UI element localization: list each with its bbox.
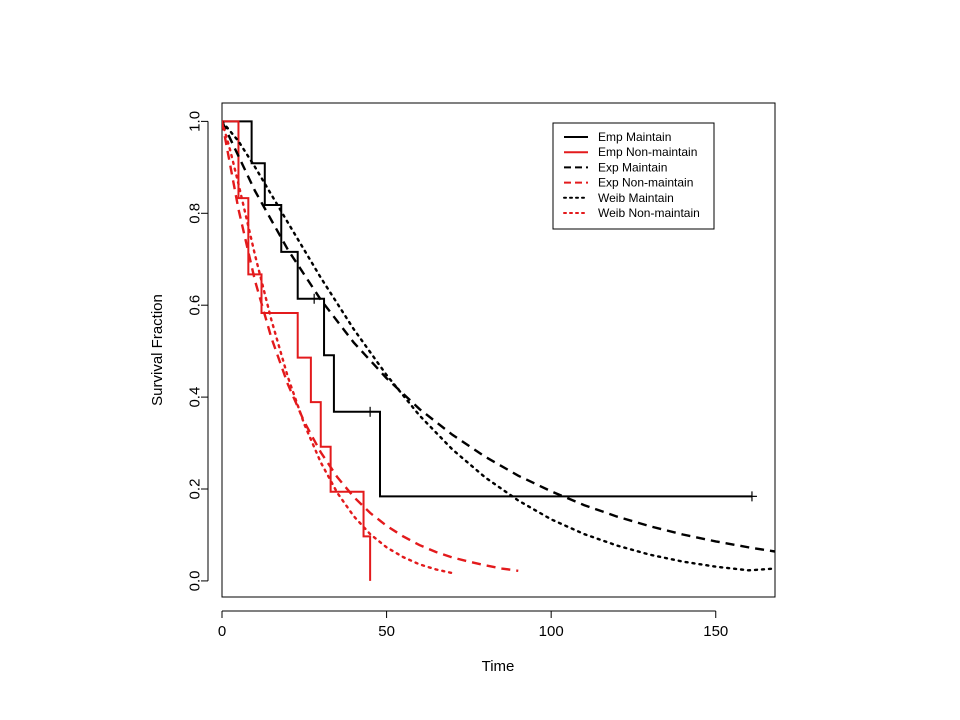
legend-item-emp-non-maintain: Emp Non-maintain (564, 145, 697, 159)
censor-mark-emp-maintain-1 (365, 406, 376, 417)
x-tick-label: 100 (539, 623, 564, 640)
censor-mark-emp-maintain-2 (746, 491, 757, 502)
legend-item-weib-non-maintain: Weib Non-maintain (563, 206, 700, 220)
censor-mark-emp-maintain-0 (309, 293, 320, 304)
x-tick-label: 0 (218, 623, 226, 640)
series-line-emp-maintain (222, 120, 752, 498)
legend-label: Weib Non-maintain (598, 206, 700, 220)
x-tick-label: 150 (703, 623, 728, 640)
x-axis: 0 50 100 150 (218, 610, 728, 640)
y-tick-label: 0.4 (187, 387, 204, 408)
series-line-exp-non-maintain (222, 121, 519, 572)
series-line-weib-maintain (222, 120, 775, 572)
legend-box (552, 122, 715, 230)
series-line-emp-non-maintain (222, 120, 372, 581)
legend-item-emp-maintain: Emp Maintain (564, 130, 671, 144)
y-axis: 0.0 0.2 0.4 0.6 0.8 1.0 (187, 111, 209, 591)
series-layer (222, 120, 775, 581)
y-tick-label: 0.2 (187, 479, 204, 500)
legend-label: Emp Non-maintain (598, 145, 697, 159)
y-axis-label: Survival Fraction (149, 294, 166, 406)
y-tick-label: 0.0 (187, 570, 204, 591)
x-tick-label: 50 (378, 623, 395, 640)
y-tick-label: 0.6 (187, 295, 204, 316)
legend-item-exp-non-maintain: Exp Non-maintain (564, 176, 693, 190)
legend-label: Emp Maintain (598, 130, 671, 144)
y-tick-label: 1.0 (187, 111, 204, 132)
legend-item-exp-maintain: Exp Maintain (564, 160, 667, 174)
y-tick-label: 0.8 (187, 203, 204, 224)
series-line-weib-non-maintain (222, 120, 454, 575)
legend-label: Exp Maintain (598, 160, 667, 174)
x-axis-label: Time (482, 658, 515, 675)
legend-label: Weib Maintain (598, 191, 674, 205)
legend-label: Exp Non-maintain (598, 176, 693, 190)
legend-item-weib-maintain: Weib Maintain (563, 191, 674, 205)
plot-box (221, 102, 776, 598)
series-line-exp-maintain (222, 120, 775, 553)
